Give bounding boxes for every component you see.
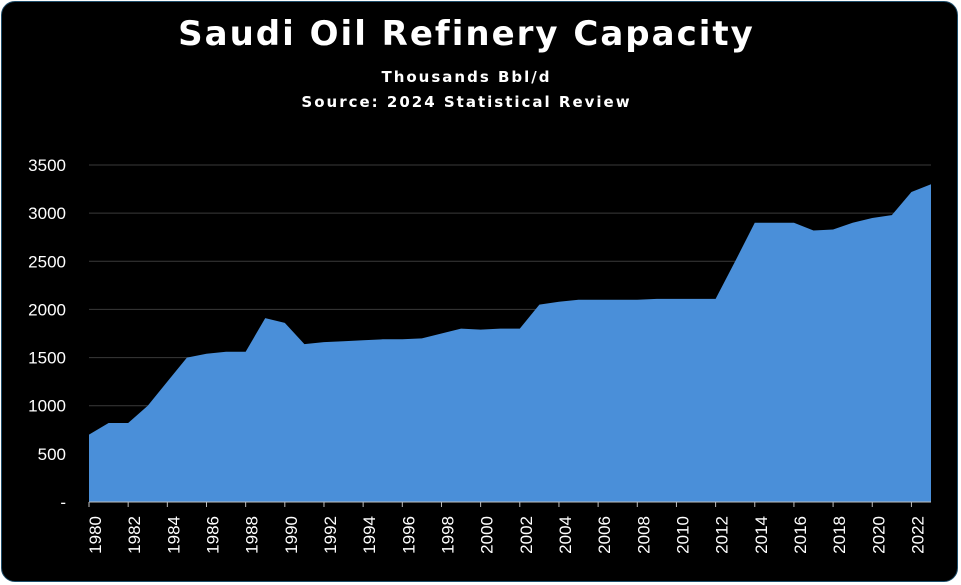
x-tick-label: 2002 — [517, 516, 536, 554]
x-tick-label: 2012 — [713, 516, 732, 554]
x-tick-label: 2010 — [673, 516, 692, 554]
x-tick-label: 2018 — [830, 516, 849, 554]
x-tick-label: 1988 — [243, 516, 262, 554]
x-tick-label: 2004 — [556, 516, 575, 554]
x-tick-label: 1996 — [399, 516, 418, 554]
y-tick-label: 1500 — [28, 349, 66, 368]
x-tick-label: 1980 — [86, 516, 105, 554]
chart-subtitle-units: Thousands Bbl/d — [381, 68, 552, 86]
x-tick-label: 1992 — [321, 516, 340, 554]
y-tick-label: 2000 — [28, 300, 66, 319]
series-area — [89, 184, 931, 502]
x-tick-label: 1984 — [164, 516, 183, 554]
x-tick-label: 2022 — [908, 516, 927, 554]
chart-subtitle-source: Source: 2024 Statistical Review — [301, 93, 632, 111]
x-tick-label: 2020 — [869, 516, 888, 554]
chart-title: Saudi Oil Refinery Capacity — [178, 14, 755, 54]
x-tick-label: 1986 — [203, 516, 222, 554]
y-tick-label: 3000 — [28, 204, 66, 223]
y-tick-label: - — [60, 493, 66, 512]
y-tick-label: 2500 — [28, 252, 66, 271]
x-tick-label: 2016 — [791, 516, 810, 554]
x-tick-label: 1990 — [282, 516, 301, 554]
x-tick-label: 1982 — [125, 516, 144, 554]
x-tick-label: 1994 — [360, 516, 379, 554]
x-tick-label: 2006 — [595, 516, 614, 554]
y-tick-label: 1000 — [28, 397, 66, 416]
x-tick-label: 2008 — [634, 516, 653, 554]
x-tick-label: 2014 — [752, 516, 771, 554]
x-tick-label: 2000 — [478, 516, 497, 554]
x-tick-label: 1998 — [438, 516, 457, 554]
y-tick-label: 3500 — [28, 156, 66, 175]
y-tick-label: 500 — [38, 445, 66, 464]
